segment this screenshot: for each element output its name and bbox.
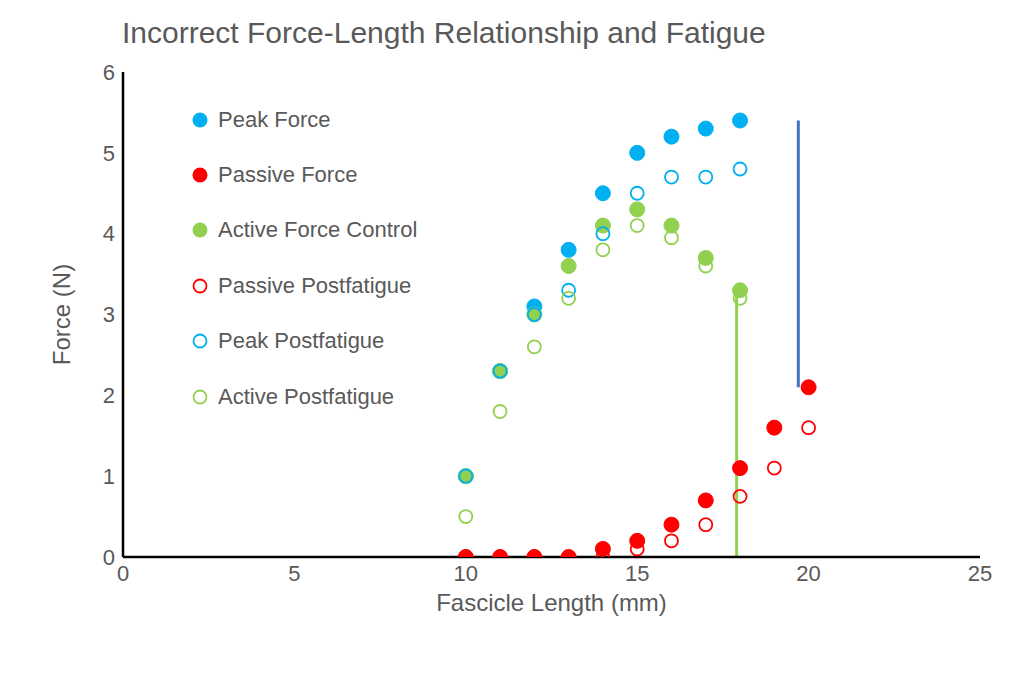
html-text:Incorrect Force-Length Relatio: Incorrect Force-Length Relationship and …	[122, 16, 766, 49]
svg-text:0: 0	[103, 545, 115, 570]
svg-text:0: 0	[117, 561, 129, 586]
svg-text:3: 3	[103, 302, 115, 327]
svg-text:15: 15	[625, 561, 649, 586]
svg-text:1: 1	[103, 464, 115, 489]
svg-text:5: 5	[103, 141, 115, 166]
html-text:Passive Postfatigue: Passive Postfatigue	[218, 272, 412, 298]
html-text:Passive Force: Passive Force	[218, 162, 358, 188]
svg-text:25: 25	[968, 561, 992, 586]
svg-text:4: 4	[103, 221, 115, 246]
svg-text:2: 2	[103, 383, 115, 408]
svg-text:Force (N): Force (N)	[48, 264, 75, 365]
svg-text:10: 10	[454, 561, 478, 586]
svg-text:6: 6	[103, 60, 115, 85]
svg-text:Fascicle Length (mm): Fascicle Length (mm)	[436, 589, 667, 616]
svg-text:5: 5	[288, 561, 300, 586]
html-text:Peak Force: Peak Force	[218, 106, 331, 132]
html-text:Peak Postfatigue: Peak Postfatigue	[218, 328, 385, 354]
html-text:Active Postfatigue: Active Postfatigue	[218, 383, 395, 409]
html-text:Active Force Control: Active Force Control	[218, 217, 418, 243]
svg-text:20: 20	[796, 561, 820, 586]
